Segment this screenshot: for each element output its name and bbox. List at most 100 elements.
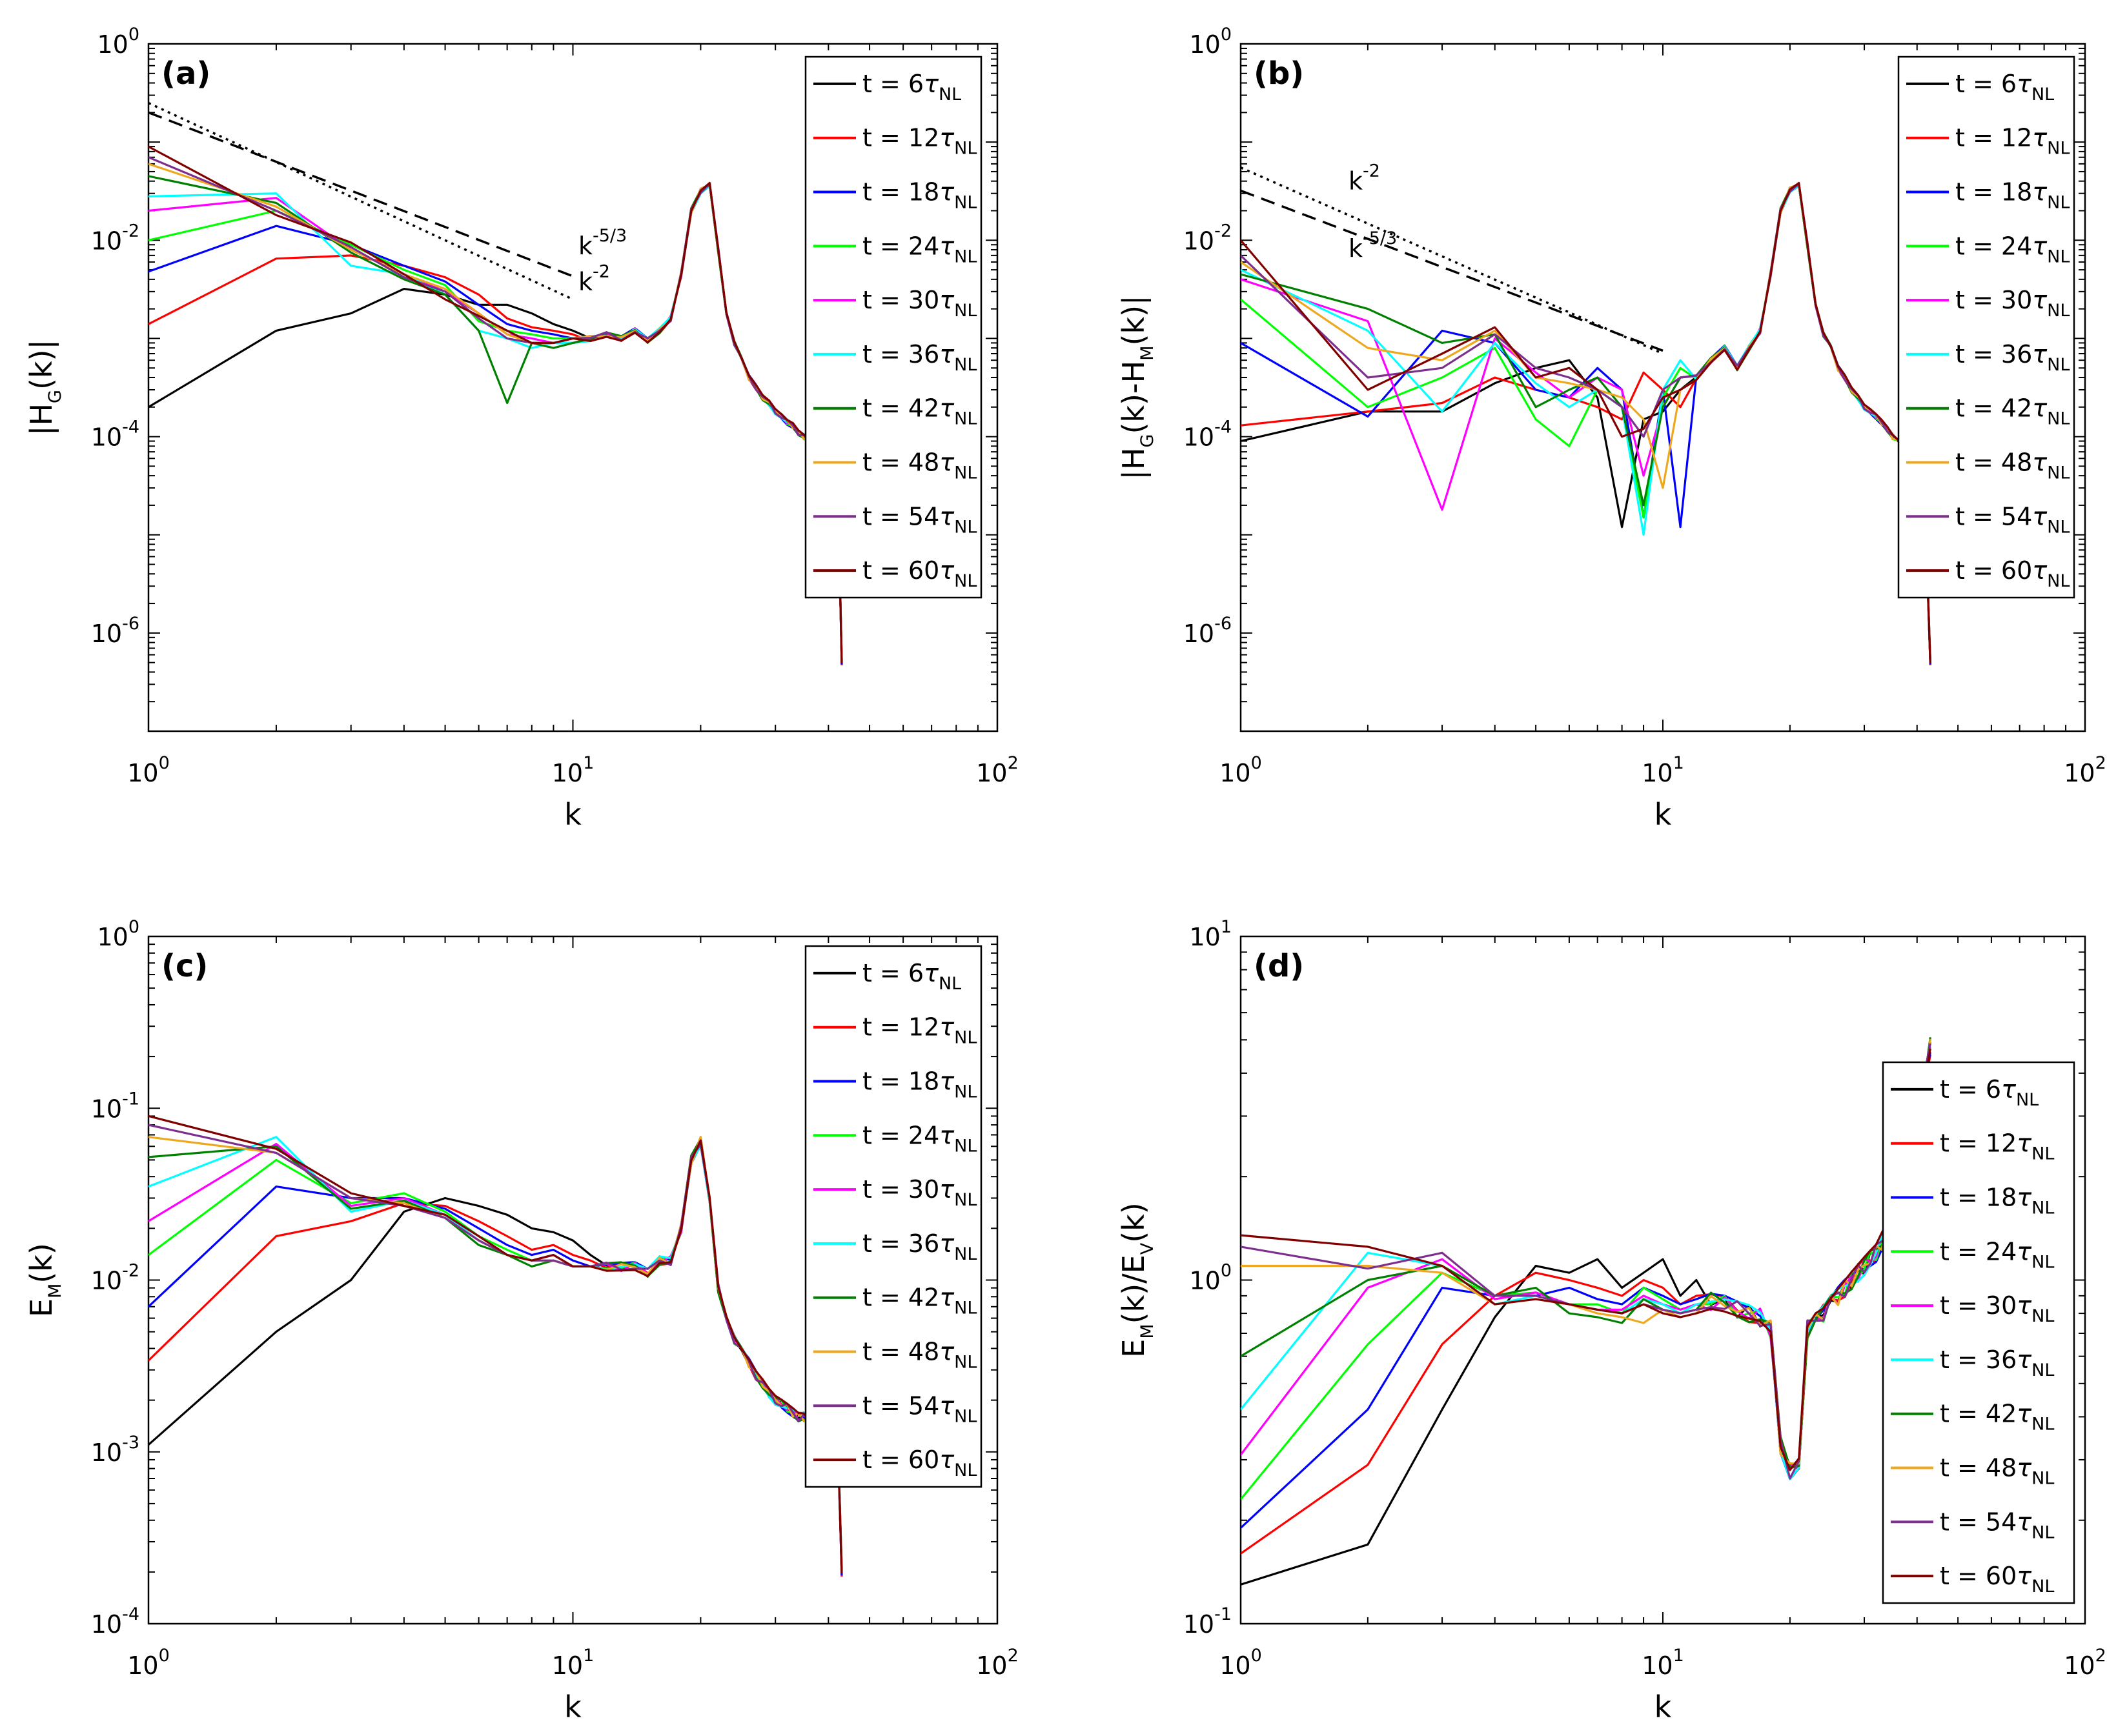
tick-marks	[148, 936, 997, 1624]
data-area	[148, 102, 843, 665]
legend-label: t = 18τNL	[1940, 1184, 2054, 1218]
x-tick-label: 101	[1642, 753, 1684, 787]
x-tick-label: 101	[1642, 1646, 1684, 1680]
legend-label: t = 54τNL	[1940, 1508, 2054, 1542]
legend-label: t = 42τNL	[862, 394, 977, 429]
legend-label: t = 24τNL	[1940, 1237, 2054, 1272]
series-line-8	[1241, 183, 1931, 662]
legend-label: t = 30τNL	[1940, 1291, 2054, 1326]
series-line-1	[148, 1138, 843, 1577]
series-line-6	[148, 175, 843, 660]
panel-0: 100 101 102 10-6 10-4 10-2 100 k |HG(k)| (a) k-5/3…	[24, 25, 1019, 832]
legend-label: t = 24τNL	[862, 1121, 977, 1156]
x-tick-label: 101	[552, 753, 595, 787]
legend-label: t = 60τNL	[1940, 1562, 2054, 1597]
series-line-6	[1241, 184, 1931, 660]
y-axis-label: EM(k)/EV(k)	[1116, 1202, 1157, 1357]
x-tick-label: 102	[2064, 753, 2106, 787]
panel-1: 100 101 102 10-6 10-4 10-2 100 k |HG(k)-HM(k)| (b…	[1116, 25, 2106, 832]
legend-label: t = 12τNL	[862, 1013, 977, 1048]
data-area	[1241, 167, 1931, 665]
series-line-9	[1241, 181, 1931, 663]
legend-label: t = 12τNL	[1955, 124, 2070, 159]
x-tick-label: 100	[127, 753, 170, 787]
data-area	[1241, 1037, 1931, 1586]
y-tick-label: 101	[1189, 917, 1232, 951]
panel-label: (c)	[161, 948, 208, 984]
reference-line-dashed	[148, 111, 574, 278]
y-tick-label: 100	[1189, 25, 1232, 59]
reference-annotation: k-2	[1348, 161, 1380, 195]
series-line-2	[1241, 185, 1931, 665]
x-tick-label: 100	[127, 1646, 170, 1680]
legend-box	[804, 945, 982, 1488]
legend-label: t = 60τNL	[1955, 556, 2070, 591]
y-tick-label: 100	[97, 25, 139, 59]
tick-marks	[1240, 936, 2085, 1624]
legend: t = 6τNL t = 12τNL t = 18τNL t = 24τNL t = 3…	[1882, 1061, 2075, 1604]
series-line-0	[148, 183, 843, 665]
y-axis-label: EM(k)	[24, 1243, 65, 1317]
series-line-6	[1241, 1037, 1931, 1469]
y-tick-label: 10-6	[91, 614, 139, 648]
y-tick-label: 10-4	[91, 1604, 139, 1639]
legend: t = 6τNL t = 12τNL t = 18τNL t = 24τNL t = 3…	[804, 945, 982, 1488]
legend-label: t = 48τNL	[1955, 449, 2070, 483]
reference-line-dashed	[1241, 189, 1664, 352]
legend: t = 6τNL t = 12τNL t = 18τNL t = 24τNL t = 3…	[1897, 56, 2075, 599]
series-line-8	[1241, 1043, 1931, 1480]
series-line-4	[1241, 1042, 1931, 1470]
series-line-9	[148, 1115, 843, 1573]
reference-annotation: k-5/3	[1348, 228, 1397, 263]
y-axis-label: |HG(k)|	[24, 339, 65, 436]
legend-label: t = 18τNL	[862, 178, 977, 213]
panel-3: 100 101 102 10-1 100 101 k EM(k)/EV(k) (d) t = 6τ…	[1116, 917, 2106, 1724]
legend-label: t = 30τNL	[862, 286, 977, 321]
x-tick-label: 102	[976, 1646, 1019, 1680]
series-line-3	[1241, 185, 1931, 663]
x-axis-label: k	[1654, 1690, 1672, 1724]
panel-label: (a)	[161, 56, 210, 92]
reference-annotation: k-2	[578, 262, 610, 296]
panel-label: (b)	[1254, 56, 1304, 92]
legend-label: t = 36τNL	[1955, 340, 2070, 375]
legend-box	[1897, 56, 2075, 599]
series-line-2	[148, 1144, 843, 1575]
series-line-7	[1241, 183, 1931, 661]
panel-2: 100 101 102 10-4 10-3 10-2 10-1 100 k EM(k) (c) t =…	[24, 917, 1019, 1724]
legend: t = 6τNL t = 12τNL t = 18τNL t = 24τNL t = 3…	[804, 56, 982, 599]
legend-label: t = 18τNL	[1955, 178, 2070, 213]
reference-annotation: k-5/3	[578, 226, 627, 260]
legend-label: t = 18τNL	[862, 1067, 977, 1102]
legend-label: t = 48τNL	[862, 1338, 977, 1373]
y-tick-label: 10-2	[1183, 221, 1232, 255]
series-line-5	[1241, 185, 1931, 661]
legend-label: t = 54τNL	[862, 502, 977, 537]
y-tick-label: 10-1	[91, 1089, 139, 1123]
legend-label: t = 30τNL	[1955, 286, 2070, 321]
series-line-2	[1241, 1052, 1931, 1529]
legend-label: t = 48τNL	[862, 449, 977, 483]
y-tick-label: 10-6	[1183, 614, 1232, 648]
tick-marks	[1240, 44, 2085, 732]
legend-box	[804, 56, 982, 599]
series-line-1	[1241, 184, 1931, 665]
legend-label: t = 36τNL	[862, 1229, 977, 1264]
series-line-3	[148, 185, 843, 663]
y-tick-label: 100	[1189, 1261, 1232, 1295]
series-line-5	[1241, 1038, 1931, 1480]
legend-label: t = 42τNL	[1955, 394, 2070, 429]
legend-label: t = 12τNL	[1940, 1129, 2054, 1164]
y-axis-label: |HG(k)-HM(k)|	[1116, 295, 1157, 479]
y-tick-label: 10-4	[1183, 418, 1232, 452]
x-axis-label: k	[564, 797, 582, 832]
series-line-8	[148, 1124, 843, 1571]
legend-label: t = 30τNL	[862, 1175, 977, 1210]
legend-label: t = 36τNL	[862, 340, 977, 375]
legend-label: t = 54τNL	[1955, 502, 2070, 537]
legend-label: t = 60τNL	[862, 1446, 977, 1480]
y-tick-label: 10-2	[91, 221, 139, 255]
panel-label: (d)	[1254, 948, 1304, 984]
series-line-9	[148, 145, 843, 663]
series-line-3	[148, 1136, 843, 1573]
